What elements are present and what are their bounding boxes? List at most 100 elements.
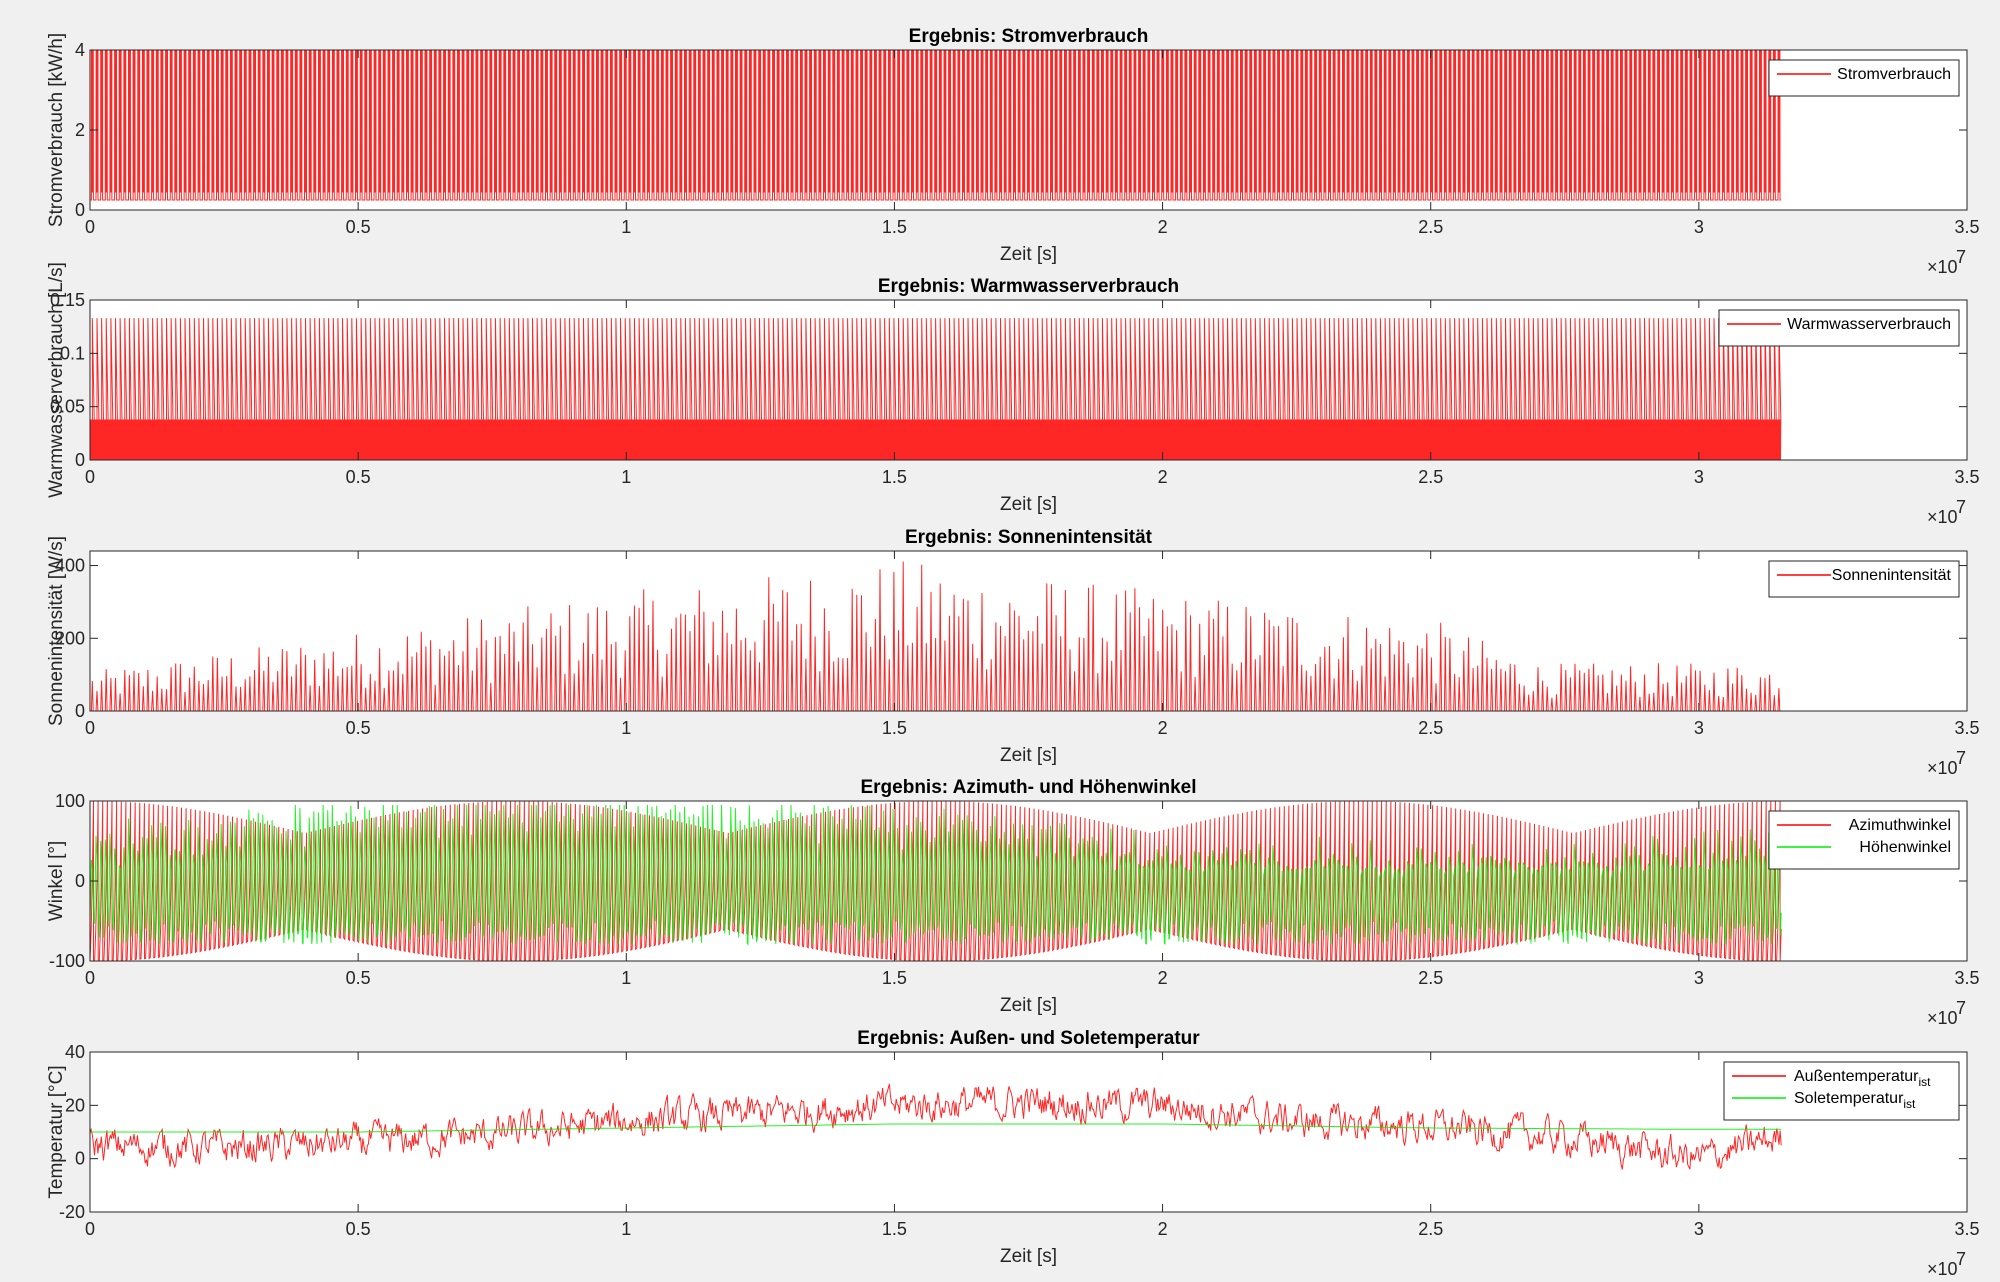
x-tick-label: 1.5 xyxy=(882,718,907,738)
y-axis-label: Warmwasserverbrauch [L/s] xyxy=(46,262,67,498)
y-tick-label: 0 xyxy=(75,200,85,220)
x-axis-label: Zeit [s] xyxy=(1000,745,1057,766)
y-tick-label: 100 xyxy=(55,791,85,811)
x-tick-label: 3 xyxy=(1694,217,1704,237)
legend-box xyxy=(1768,59,1960,97)
legend: Azimuthwinkel Höhenwinkel xyxy=(1768,810,1960,870)
legend-entry-main: Soletemperatur xyxy=(1794,1090,1904,1107)
y-axis-label: Temperatur [°C] xyxy=(46,1065,67,1198)
x-tick-label: 0 xyxy=(85,968,95,988)
y-tick-label: -100 xyxy=(49,951,85,971)
y-tick-label: 0.15 xyxy=(50,290,85,310)
x-tick-label: 0 xyxy=(85,1219,95,1239)
legend-entry: Azimuthwinkel xyxy=(1849,817,1951,834)
x-tick-label: 1 xyxy=(621,217,631,237)
x-exponent-base: ×10 xyxy=(1927,257,1958,277)
chart-title: Ergebnis: Warmwasserverbrauch xyxy=(878,276,1179,297)
x-tick-label: 2 xyxy=(1158,718,1168,738)
x-tick-label: 2.5 xyxy=(1418,968,1443,988)
legend-entry: Sonnenintensität xyxy=(1832,567,1952,584)
axes-2: 0 0.5 1 1.5 2 2.5 3 3.5 0 0.05 0.1 0.15 Ergebnis: Wa… xyxy=(46,262,1980,527)
legend-entry-subscript: ist xyxy=(1903,1097,1916,1111)
x-tick-label: 2 xyxy=(1158,968,1168,988)
series-line-h-henwinkel xyxy=(90,804,1782,947)
x-tick-label: 3.5 xyxy=(1954,467,1979,487)
x-axis-label: Zeit [s] xyxy=(1000,995,1057,1016)
axes-box xyxy=(89,550,1968,712)
x-tick-label: 1 xyxy=(621,968,631,988)
legend-entry: Außentemperaturist xyxy=(1794,1068,1931,1089)
legend-entry: Stromverbrauch xyxy=(1837,66,1951,83)
x-tick-label: 3 xyxy=(1694,1219,1704,1239)
y-tick-label: 4 xyxy=(75,40,85,60)
series-line-stromverbrauch xyxy=(90,50,1782,201)
plot-area xyxy=(90,1052,1967,1212)
x-tick-label: 3.5 xyxy=(1954,968,1979,988)
x-tick-label: 0.5 xyxy=(346,1219,371,1239)
x-tick-label: 0 xyxy=(85,467,95,487)
x-exponent-power: 7 xyxy=(1956,1249,1966,1269)
legend: Sonnenintensität xyxy=(1768,560,1960,598)
x-tick-label: 3 xyxy=(1694,718,1704,738)
x-tick-label: 1 xyxy=(621,718,631,738)
x-exponent-base: ×10 xyxy=(1927,1008,1958,1028)
axes-box xyxy=(89,1051,1968,1213)
axes-1: 0 0.5 1 1.5 2 2.5 3 3.5 0 2 4 Ergebnis: Stromverbra… xyxy=(46,26,1980,277)
x-tick-label: 2.5 xyxy=(1418,1219,1443,1239)
axes-3: 0 0.5 1 1.5 2 2.5 3 3.5 0 200 400 Ergebnis: Sonneni… xyxy=(46,527,1980,778)
x-tick-label: 1.5 xyxy=(882,217,907,237)
y-tick-label: 0.05 xyxy=(50,397,85,417)
x-tick-label: 2.5 xyxy=(1418,718,1443,738)
legend-entry-subscript: ist xyxy=(1919,1075,1932,1089)
x-tick-label: 1.5 xyxy=(882,467,907,487)
x-tick-label: 0 xyxy=(85,217,95,237)
y-tick-label: 20 xyxy=(65,1095,85,1115)
x-tick-label: 0.5 xyxy=(346,217,371,237)
y-axis-label: Sonnenintensität [W/s] xyxy=(46,536,67,726)
x-tick-label: 0 xyxy=(85,718,95,738)
legend-entry-main: Außentemperatur xyxy=(1794,1068,1919,1085)
x-tick-label: 2.5 xyxy=(1418,467,1443,487)
legend-entry: Höhenwinkel xyxy=(1859,839,1951,856)
legend-entry: Soletemperaturist xyxy=(1794,1090,1916,1111)
legend: Warmwasserverbrauch xyxy=(1718,309,1960,347)
legend-box xyxy=(1768,560,1960,598)
x-exponent-base: ×10 xyxy=(1927,758,1958,778)
legend-entry: Warmwasserverbrauch xyxy=(1787,316,1951,333)
x-exponent-base: ×10 xyxy=(1927,1259,1958,1279)
series-line-azimuthwinkel xyxy=(90,801,1782,961)
x-tick-label: 3 xyxy=(1694,968,1704,988)
y-tick-label: -20 xyxy=(59,1202,85,1222)
legend-box xyxy=(1718,309,1960,347)
y-tick-label: 0 xyxy=(75,1149,85,1169)
y-tick-label: 2 xyxy=(75,120,85,140)
x-tick-label: 2 xyxy=(1158,217,1168,237)
legend-box xyxy=(1768,810,1960,870)
chart-title: Ergebnis: Außen- und Soletemperatur xyxy=(857,1028,1200,1049)
x-tick-label: 1 xyxy=(621,467,631,487)
x-exponent-power: 7 xyxy=(1956,247,1966,267)
x-tick-label: 2 xyxy=(1158,467,1168,487)
x-tick-label: 3.5 xyxy=(1954,718,1979,738)
y-axis-label: Stromverbrauch [kW/h] xyxy=(46,33,67,227)
x-axis-label: Zeit [s] xyxy=(1000,494,1057,515)
chart-title: Ergebnis: Sonnenintensität xyxy=(905,527,1153,548)
x-exponent-power: 7 xyxy=(1956,998,1966,1018)
x-tick-label: 1 xyxy=(621,1219,631,1239)
axes-root: 0 0.5 1 1.5 2 2.5 3 3.5 0 2 4 Ergebnis: Stromverbra… xyxy=(46,26,1980,1279)
x-exponent-power: 7 xyxy=(1956,497,1966,517)
y-tick-label: 0.1 xyxy=(60,343,85,363)
y-tick-label: 400 xyxy=(55,556,85,576)
y-tick-label: 0 xyxy=(75,701,85,721)
series-line-soletemperatur-ist xyxy=(90,1123,1782,1133)
x-exponent-base: ×10 xyxy=(1927,507,1958,527)
chart-title: Ergebnis: Stromverbrauch xyxy=(909,26,1149,47)
legend: Stromverbrauch xyxy=(1768,59,1960,97)
y-axis-label: Winkel [°] xyxy=(46,841,67,921)
chart-title: Ergebnis: Azimuth- und Höhenwinkel xyxy=(860,777,1196,798)
x-tick-label: 0.5 xyxy=(346,968,371,988)
x-axis-label: Zeit [s] xyxy=(1000,1246,1057,1267)
x-tick-label: 3 xyxy=(1694,467,1704,487)
